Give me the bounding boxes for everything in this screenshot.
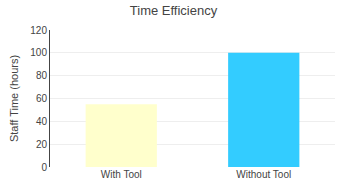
svg-text:60: 60 — [36, 93, 48, 104]
svg-text:Time Efficiency: Time Efficiency — [130, 3, 218, 18]
svg-text:Without Tool: Without Tool — [236, 169, 291, 180]
svg-text:80: 80 — [36, 70, 48, 81]
svg-text:40: 40 — [36, 116, 48, 127]
svg-text:100: 100 — [30, 47, 47, 58]
svg-text:Staff Time (hours): Staff Time (hours) — [8, 55, 20, 142]
svg-text:With Tool: With Tool — [101, 169, 142, 180]
svg-text:0: 0 — [41, 162, 47, 173]
svg-text:120: 120 — [30, 25, 47, 36]
svg-text:20: 20 — [36, 139, 48, 150]
